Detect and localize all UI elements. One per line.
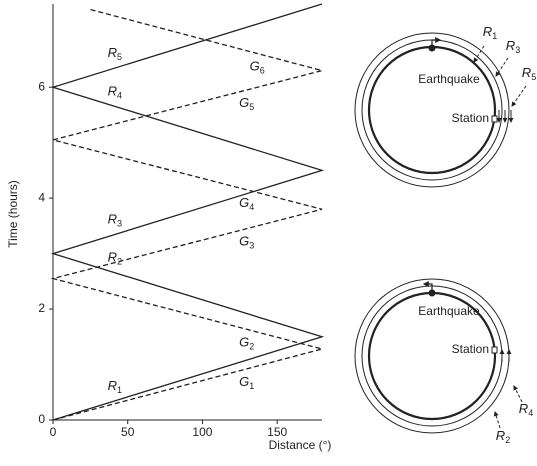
y-tick-label: 6: [38, 79, 45, 93]
ring: [362, 40, 502, 180]
segment-label: R4: [108, 84, 122, 101]
x-tick-label: 150: [267, 425, 287, 439]
y-tick-label: 2: [38, 301, 45, 315]
leader: [514, 386, 522, 402]
x-tick-label: 100: [192, 425, 212, 439]
wave-label: R2: [496, 428, 510, 445]
segment-label: G2: [239, 335, 254, 352]
station-label: Station: [452, 342, 489, 356]
earth-core: [369, 47, 495, 173]
station-marker: [492, 116, 497, 122]
wave-label: R1: [483, 24, 497, 41]
figure: Distance (°) Time (hours) 0 50 100 150 0 2 4 6 R…: [0, 0, 537, 466]
station-marker: [492, 347, 497, 353]
ring: [355, 33, 509, 187]
travel-time-line: [53, 10, 322, 420]
segment-label: G3: [239, 234, 254, 251]
leader: [496, 58, 508, 76]
diagram-top: [355, 33, 526, 187]
wave-label: R3: [506, 38, 520, 55]
leader: [495, 412, 500, 428]
x-tick-label: 50: [121, 425, 135, 439]
earthquake-label: Earthquake: [418, 304, 480, 318]
earthquake-label: Earthquake: [418, 72, 480, 86]
travel-time-line: [53, 4, 322, 420]
segment-label: R1: [108, 378, 122, 395]
wave-label: R5: [522, 65, 536, 82]
segment-label: R5: [108, 46, 122, 63]
station-label: Station: [452, 111, 489, 125]
x-axis-label: Distance (°): [269, 438, 332, 452]
segment-label: G5: [239, 95, 254, 112]
x-tick-label: 0: [50, 425, 57, 439]
leader: [512, 86, 526, 106]
segment-label: R3: [108, 212, 122, 229]
wave-label: R4: [519, 401, 533, 418]
segment-label: G6: [250, 59, 265, 76]
segment-label: G1: [239, 374, 254, 391]
segment-label: R2: [108, 250, 122, 267]
diagram-bottom: [355, 279, 522, 433]
y-axis-label: Time (hours): [6, 180, 20, 248]
y-tick-label: 0: [38, 412, 45, 426]
segment-label: G4: [239, 195, 254, 212]
y-tick-label: 4: [38, 190, 45, 204]
